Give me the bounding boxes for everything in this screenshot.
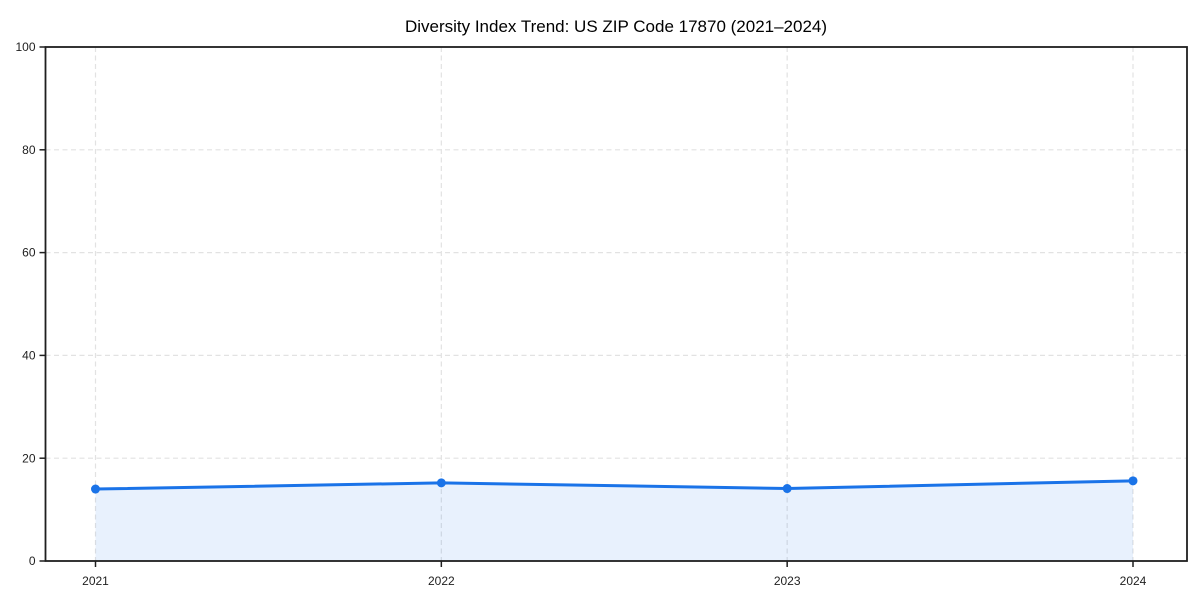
x-tick-label: 2023: [774, 574, 801, 588]
plot-border: [44, 46, 1188, 562]
y-tick-label: 60: [22, 246, 36, 260]
y-tick-label: 0: [29, 554, 36, 568]
y-tick-label: 100: [15, 40, 35, 54]
series-layer: [91, 476, 1138, 561]
y-tick-label: 80: [22, 143, 36, 157]
data-point-marker: [436, 478, 446, 488]
data-point-marker: [91, 484, 100, 494]
series-line: [94, 479, 1135, 491]
series-area-fill: [95, 480, 1133, 561]
y-tick-label: 20: [22, 451, 36, 465]
data-point-marker: [782, 484, 792, 494]
x-tick-label: 2022: [428, 574, 455, 588]
chart-title: Diversity Index Trend: US ZIP Code 17870…: [405, 17, 827, 36]
data-point-marker: [1128, 476, 1138, 486]
axis-layer: 0 20 40 60 80 100 2021 2022 2023 2024: [15, 40, 1188, 588]
x-tick-label: 2021: [82, 574, 109, 588]
x-tick-label: 2024: [1120, 574, 1147, 588]
y-tick-label: 40: [22, 348, 36, 362]
